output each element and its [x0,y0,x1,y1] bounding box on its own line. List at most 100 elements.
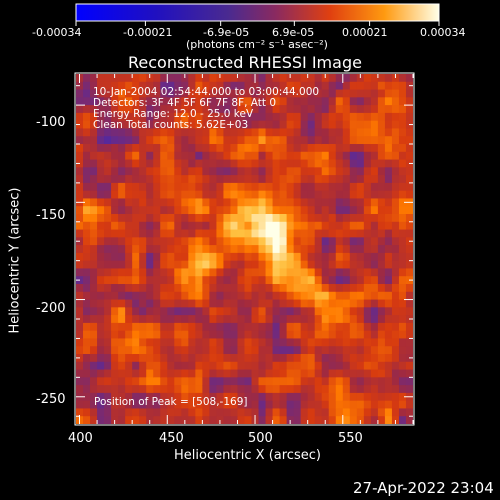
heatmap-cell [405,97,413,106]
heatmap-cell [216,229,225,238]
heatmap-cell [356,97,365,106]
heatmap-cell [342,214,351,223]
heatmap-cell [279,97,288,106]
heatmap-cell [307,151,316,161]
heatmap-cell [104,206,112,215]
heatmap-cell [244,252,253,262]
heatmap-cell [125,354,133,363]
heatmap-cell [265,276,274,285]
heatmap-cell [230,291,239,301]
chart-title: Reconstructed RHESSI Image [128,53,362,72]
heatmap-cell [398,214,407,223]
heatmap-cell [307,74,316,83]
heatmap-cell [195,346,203,355]
heatmap-cell [139,159,147,168]
heatmap-cell [244,260,253,270]
heatmap-cell [188,284,196,293]
heatmap-cell [293,89,302,98]
heatmap-cell [286,315,295,324]
heatmap-cell [391,338,400,347]
heatmap-cell [90,229,98,238]
heatmap-cell [111,260,119,270]
heatmap-cell [230,252,239,262]
heatmap-cell [307,89,316,98]
heatmap-cell [356,159,365,168]
heatmap-cell [132,276,140,285]
heatmap-cell [181,81,189,91]
heatmap-cell [160,182,168,192]
heatmap-cell [160,392,168,402]
heatmap-cell [293,284,302,293]
heatmap-cell [335,299,344,308]
heatmap-cell [209,268,218,277]
heatmap-cell [398,322,407,332]
heatmap-cell [202,190,210,200]
heatmap-cell [356,105,365,114]
heatmap-cell [279,385,288,394]
heatmap-cell [132,159,140,168]
heatmap-cell [391,346,400,355]
heatmap-cell [146,377,154,386]
heatmap-cell [237,190,246,200]
heatmap-cell [356,112,365,122]
heatmap-cell [356,206,365,215]
heatmap-cell [223,120,232,130]
heatmap-cell [398,144,407,153]
heatmap-cell [160,214,168,223]
heatmap-cell [83,74,91,83]
heatmap-cell [349,377,358,386]
heatmap-cell [132,299,140,308]
heatmap-cell [398,136,407,145]
heatmap-cell [76,229,84,238]
heatmap-cell [223,136,232,145]
heatmap-cell [279,198,288,207]
heatmap-cell [335,128,344,137]
heatmap-cell [300,74,309,83]
heatmap-cell [356,338,365,347]
heatmap-cell [153,346,161,355]
heatmap-cell [139,89,147,98]
heatmap-cell [272,322,281,332]
heatmap-cell [237,307,246,316]
heatmap-cell [279,392,288,402]
heatmap-cell [174,377,182,386]
heatmap-cell [237,97,246,106]
heatmap-cell [216,252,225,262]
heatmap-cell [83,245,91,254]
heatmap-cell [153,167,161,176]
heatmap-cell [118,377,126,386]
heatmap-cell [286,105,295,114]
heatmap-cell [209,252,218,262]
heatmap-cell [125,315,133,324]
heatmap-cell [104,198,112,207]
heatmap-cell [370,120,379,130]
heatmap-cell [90,299,98,308]
heatmap-cell [146,322,154,332]
heatmap-cell [405,361,413,371]
axis-ticks [76,74,414,424]
heatmap-cell [223,361,232,371]
heatmap-cell [195,112,203,122]
heatmap-cell [188,167,196,176]
colorbar [75,3,440,22]
heatmap-cell [160,237,168,246]
heatmap-cell [223,105,232,114]
heatmap-cell [160,112,168,122]
heatmap-cell [321,206,330,215]
heatmap-cell [160,346,168,355]
heatmap-cell [265,330,274,340]
heatmap-cell [160,206,168,215]
heatmap-cell [223,221,232,231]
heatmap-cell [230,416,239,424]
heatmap-cell [328,276,337,285]
heatmap-cell [216,338,225,347]
heatmap-cell [90,260,98,270]
heatmap-cell [83,190,91,200]
heatmap-cell [139,315,147,324]
heatmap-cell [237,120,246,130]
heatmap-cell [125,408,133,417]
heatmap-cell [370,175,379,184]
heatmap-cell [104,416,112,424]
heatmap-cell [314,159,323,168]
heatmap-cell [342,408,351,417]
